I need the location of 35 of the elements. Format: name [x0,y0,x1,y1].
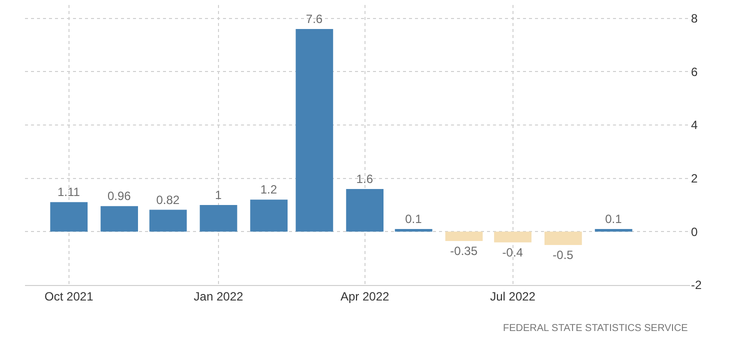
bar [149,210,187,232]
bar [346,189,384,232]
bar [250,200,288,232]
text: FEDERAL STATE STATISTICS SERVICE [503,323,688,334]
data-label: 0.1 [605,212,622,226]
bar [296,29,334,232]
data-label: -0.5 [552,248,574,262]
bar [445,232,483,241]
x-tick-label: Jan 2022 [194,289,244,304]
x-tick-label: Jul 2022 [490,289,536,304]
data-label: 1 [214,188,222,202]
data-label: 7.6 [306,12,323,26]
bar [594,229,632,232]
bar [50,202,88,232]
data-label: -0.4 [502,245,524,260]
bar [394,229,432,232]
data-label: 1.11 [58,185,80,200]
bar [544,232,582,245]
x-tick-label: Oct 2021 [44,289,94,304]
y-tick-label: 2 [691,172,698,186]
y-tick-label: -2 [691,278,702,292]
data-label: 1.6 [356,172,374,186]
data-label: 0.1 [405,212,422,226]
data-label: 1.2 [260,182,278,197]
data-label: 0.82 [156,192,180,207]
data-label: 0.96 [107,189,132,204]
y-tick-label: 4 [691,118,698,132]
bar [200,205,238,232]
y-tick-label: 6 [691,64,698,79]
y-tick-label: 0 [691,224,698,239]
y-tick-label: 8 [691,12,698,26]
bar [494,232,532,242]
bar [100,206,138,232]
data-label: -0.35 [450,244,478,258]
x-tick-label: Apr 2022 [340,289,390,304]
